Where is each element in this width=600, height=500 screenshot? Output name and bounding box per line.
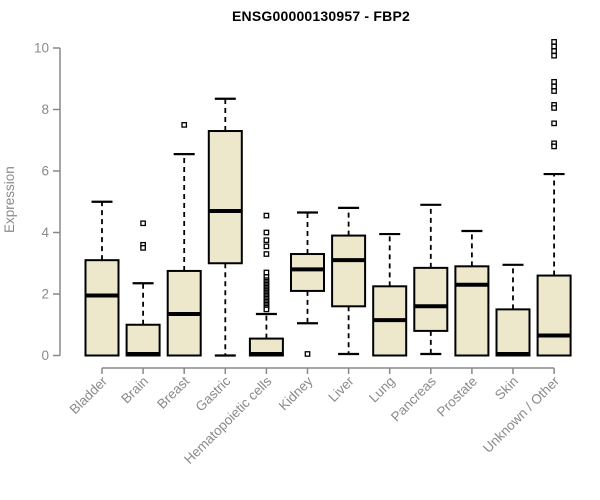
box-brain (125, 323, 161, 357)
category-label: Gastric (193, 373, 234, 414)
outlier-point (140, 220, 146, 227)
box-pancreas (413, 266, 449, 332)
box-bladder (84, 259, 120, 357)
boxplot-kidney (290, 211, 325, 357)
boxplot-liver (331, 206, 367, 356)
outlier-point (140, 245, 146, 251)
outlier-point (263, 251, 270, 257)
boxplot-breast (166, 122, 202, 357)
boxplot-lung (372, 232, 408, 357)
category-label: Unknown / Other (480, 373, 563, 456)
category-label: Bladder (67, 373, 111, 417)
category-label: Prostate (434, 374, 480, 420)
outlier-point (263, 229, 270, 236)
outlier-point (551, 88, 557, 94)
outlier-point (263, 237, 270, 244)
boxplot-bladder (84, 200, 120, 357)
category-label: Brain (118, 374, 151, 407)
chart-title: ENSG00000130957 - FBP2 (232, 8, 410, 24)
box-kidney (290, 253, 325, 292)
box-unknown-other (536, 274, 572, 357)
category-label: Pancreas (388, 373, 439, 424)
outlier-point (263, 243, 270, 250)
outlier-point (181, 122, 188, 128)
boxplot-skin (495, 263, 531, 357)
boxplot-brain (125, 220, 161, 357)
box-skin (495, 308, 531, 357)
y-tick-label: 6 (41, 164, 49, 179)
outlier-point (551, 48, 557, 54)
outlier-point (263, 269, 270, 276)
y-axis: 0 2 4 6 8 10 (34, 41, 61, 363)
boxplot-unknown-other (536, 39, 572, 357)
box-prostate (454, 265, 490, 357)
boxplot-prostate (454, 229, 490, 357)
y-tick-label: 8 (41, 102, 49, 117)
outlier-point (551, 52, 557, 59)
outlier-point (551, 105, 557, 111)
y-tick-label: 4 (41, 225, 49, 240)
category-label: Liver (325, 373, 357, 405)
outlier-point (263, 306, 270, 313)
outlier-point (551, 143, 557, 150)
y-tick-label: 0 (41, 348, 49, 363)
category-label: Kidney (276, 373, 316, 413)
outlier-point (551, 39, 557, 45)
boxplot-gastric (207, 97, 243, 357)
outlier-point (263, 212, 270, 219)
category-label: Breast (154, 373, 192, 411)
outlier-point (304, 351, 311, 357)
y-tick-label: 10 (34, 41, 49, 56)
category-label: Skin (492, 374, 521, 403)
outlier-point (551, 83, 557, 90)
boxplot-pancreas (413, 203, 449, 356)
y-tick-label: 2 (41, 287, 49, 302)
outlier-point (551, 43, 557, 50)
boxplot-hematopoietic-cells (248, 212, 284, 357)
box-liver (331, 234, 367, 308)
category-label: Lung (366, 374, 398, 406)
outlier-point (551, 78, 557, 85)
box-gastric (207, 130, 243, 265)
outlier-point (551, 120, 557, 127)
